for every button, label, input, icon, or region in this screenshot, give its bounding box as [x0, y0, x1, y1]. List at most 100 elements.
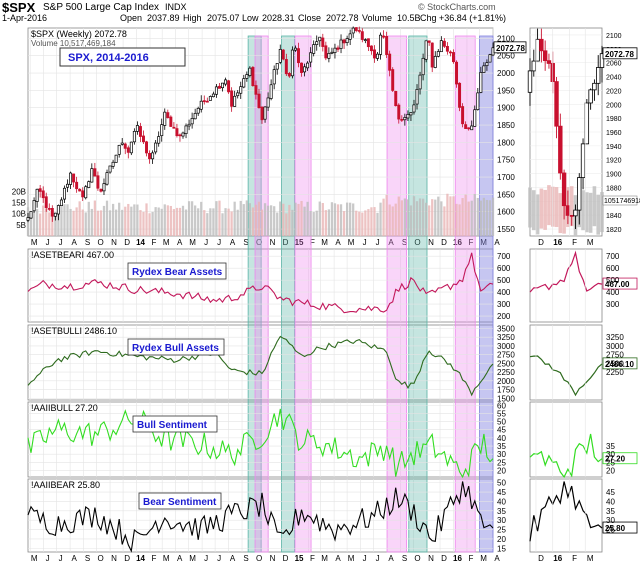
volume-bar [361, 212, 364, 236]
volume-bar [279, 201, 282, 236]
candle-body [360, 31, 364, 40]
candle-body [99, 188, 103, 192]
month-tick-label: A [71, 238, 77, 247]
month-tick-label: S [243, 238, 248, 247]
month-tick-label-bottom: S [243, 554, 248, 563]
highlight-band-pink [294, 35, 312, 553]
highlight-band-pink [386, 35, 407, 553]
zoom-price-tick-label: 1820 [606, 227, 622, 234]
volume-bar [461, 198, 464, 236]
volume-bar [78, 201, 81, 236]
zoom-candle-body [535, 38, 540, 62]
zoom-price-tick-label: 1840 [606, 213, 622, 220]
zoom-candle-body [546, 60, 552, 64]
indicator-tick-label: 20 [497, 535, 506, 544]
volume-label: Volume [362, 13, 393, 23]
candle-body [184, 125, 188, 134]
month-tick-label: A [177, 238, 183, 247]
volume-bar [227, 208, 230, 236]
zoom-month-label-bottom: 16 [553, 554, 562, 563]
zoom-price-tick-label: 1960 [606, 130, 622, 137]
month-tick-label: N [111, 238, 117, 247]
candle-body [357, 30, 361, 32]
candle-body [333, 47, 337, 53]
candle-body [403, 117, 407, 121]
zoom-tick-label: 2500 [606, 359, 624, 368]
candle-body [44, 196, 48, 208]
volume-bar [382, 198, 385, 236]
volume-bar [285, 213, 288, 236]
chart-ticker: $SPX [2, 0, 36, 15]
candle-body [278, 49, 282, 63]
candle-body [455, 61, 459, 85]
volume-bar [406, 199, 410, 236]
volume-bar [391, 206, 394, 236]
volume-bar [248, 203, 251, 236]
volume-bar [309, 210, 312, 236]
candle-body [108, 165, 112, 173]
candle-body [327, 53, 331, 59]
chart-date: 1-Apr-2016 [2, 13, 48, 23]
candle-body [211, 93, 215, 98]
highlight-band-pink [254, 35, 269, 553]
candle-body [290, 49, 294, 77]
volume-bar [446, 193, 449, 236]
volume-bar [39, 213, 42, 236]
indicator-tick-label: 600 [497, 264, 511, 273]
candle-body [224, 79, 228, 85]
price-tick-label: 1950 [497, 86, 515, 95]
volume-bar [276, 212, 279, 236]
chart-index-name: S&P 500 Large Cap Index [43, 2, 160, 13]
indicator-tick-label: 20 [497, 466, 506, 475]
candle-body [306, 62, 310, 69]
month-tick-label-bottom: M [163, 554, 170, 563]
price-legend-1: $SPX (Weekly) 2072.78 [31, 29, 127, 39]
candle-body [66, 183, 69, 188]
indicator-tick-label: 400 [497, 288, 511, 297]
candle-body [129, 141, 133, 154]
candle-body [297, 48, 300, 64]
candle-body [458, 82, 462, 108]
volume-bar [270, 205, 273, 236]
candle-body [190, 118, 194, 125]
candle-body [175, 128, 179, 137]
volume-bar [336, 204, 340, 236]
volume-bar [148, 213, 151, 236]
candle-body [96, 175, 100, 189]
month-tick-label-bottom: N [428, 554, 434, 563]
volume-bar [385, 194, 388, 236]
indicator-tick-label: 2500 [497, 359, 515, 368]
chart-exchange: INDX [165, 2, 187, 12]
month-tick-label: M [189, 238, 196, 247]
candle-body [221, 82, 224, 89]
indicator-tick-label: 1750 [497, 386, 515, 395]
candle-body [448, 51, 452, 54]
volume-bar [200, 201, 203, 236]
volume-bar [297, 203, 300, 236]
highlight-band-teal [247, 35, 262, 553]
price-tick-label: 1900 [497, 104, 515, 113]
candle-body [132, 131, 136, 143]
candle-body [260, 106, 264, 121]
stockcharts-credit: © StockCharts.com [418, 2, 496, 12]
zoom-tick-label: 2250 [606, 368, 624, 377]
candle-body [272, 69, 276, 85]
indicator-tick-label: 3250 [497, 333, 515, 342]
candle-body [321, 37, 325, 47]
indicator-legend-bear_assets: !ASETBEARI 467.00 [31, 250, 114, 260]
volume-bar [75, 207, 78, 236]
volume-bar [81, 209, 84, 236]
zoom-volume-bar [558, 193, 563, 234]
candle-body [75, 181, 79, 190]
zoom-volume-bar [600, 192, 604, 233]
indicator-tick-label: 3000 [497, 342, 515, 351]
candle-body [202, 100, 206, 103]
volume-bar [87, 201, 90, 236]
candle-body [172, 126, 176, 129]
zoom-last-value-bear_assets: 467.00 [605, 280, 630, 289]
candle-body [379, 34, 383, 55]
zoom-tick-label: 30 [606, 450, 615, 459]
zoom-candle-body [584, 102, 590, 145]
month-tick-label: J [217, 238, 221, 247]
zoom-tick-label: 600 [606, 264, 620, 273]
